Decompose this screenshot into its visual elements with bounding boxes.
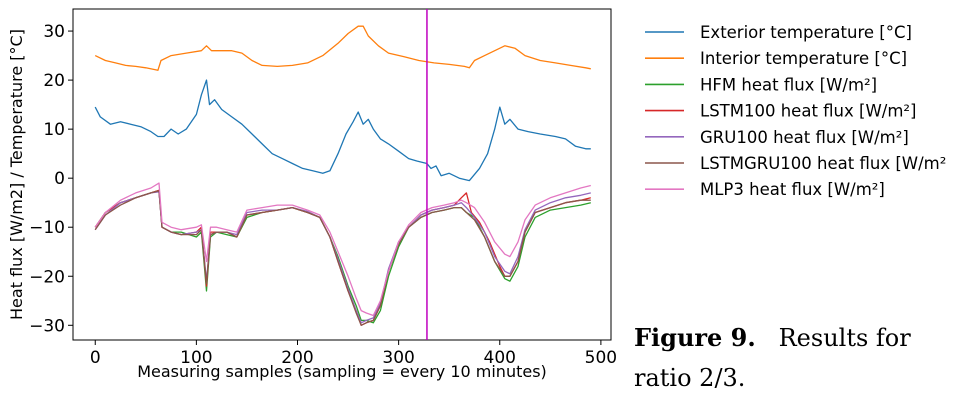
y-axis: −30 −20 −10 0 10 20 30 (29, 22, 73, 336)
y-tick-label: 0 (54, 169, 65, 189)
x-tick-label: 400 (484, 348, 516, 368)
series-line-0 (94, 79, 591, 182)
legend-label-2: HFM heat flux [W/m²] (700, 75, 877, 94)
series-line-6 (94, 182, 591, 317)
legend-label-4: GRU100 heat flux [W/m²] (700, 128, 909, 147)
x-tick-label: 300 (382, 348, 414, 368)
plot-area (72, 8, 612, 341)
chart: 0 100 200 300 400 500 −30 −20 −10 0 10 20 30 Measur… (7, 8, 946, 381)
legend-label-5: LSTMGRU100 heat flux [W/m² (700, 154, 946, 173)
caption-text-2: ratio 2/3. (634, 364, 746, 392)
legend: Exterior temperature [°C] Interior temper… (645, 23, 946, 199)
legend-label-1: Interior temperature [°C] (700, 49, 907, 68)
series-line-5 (94, 190, 591, 326)
x-axis: 0 100 200 300 400 500 (90, 340, 617, 368)
x-axis-label: Measuring samples (sampling = every 10 m… (137, 362, 547, 381)
figure-caption: Figure 9. Results for ratio 2/3. (634, 318, 911, 398)
x-tick-label: 0 (90, 348, 101, 368)
x-tick-label: 500 (585, 348, 617, 368)
series-line-4 (94, 191, 591, 324)
figure-label: Figure 9. (634, 323, 756, 352)
y-tick-label: 10 (43, 120, 65, 140)
y-tick-label: −10 (29, 218, 65, 238)
series-line-3 (94, 189, 591, 326)
series-line-2 (94, 189, 591, 324)
series-line-1 (94, 25, 591, 71)
legend-label-0: Exterior temperature [°C] (700, 23, 912, 42)
x-tick-label: 100 (180, 348, 212, 368)
y-tick-label: −30 (29, 316, 65, 336)
caption-line-1: Figure 9. Results for (634, 318, 911, 358)
y-axis-label: Heat flux [W/m2] / Temperature [°C] (7, 29, 26, 320)
series-lines (94, 25, 591, 326)
legend-label-6: MLP3 heat flux [W/m²] (700, 180, 885, 199)
x-tick-label: 200 (281, 348, 313, 368)
caption-text-1: Results for (778, 324, 911, 352)
y-tick-label: −20 (29, 267, 65, 287)
y-tick-label: 20 (43, 71, 65, 91)
y-tick-label: 30 (43, 22, 65, 42)
plot-frame (72, 8, 612, 341)
legend-label-3: LSTM100 heat flux [W/m²] (700, 102, 916, 121)
